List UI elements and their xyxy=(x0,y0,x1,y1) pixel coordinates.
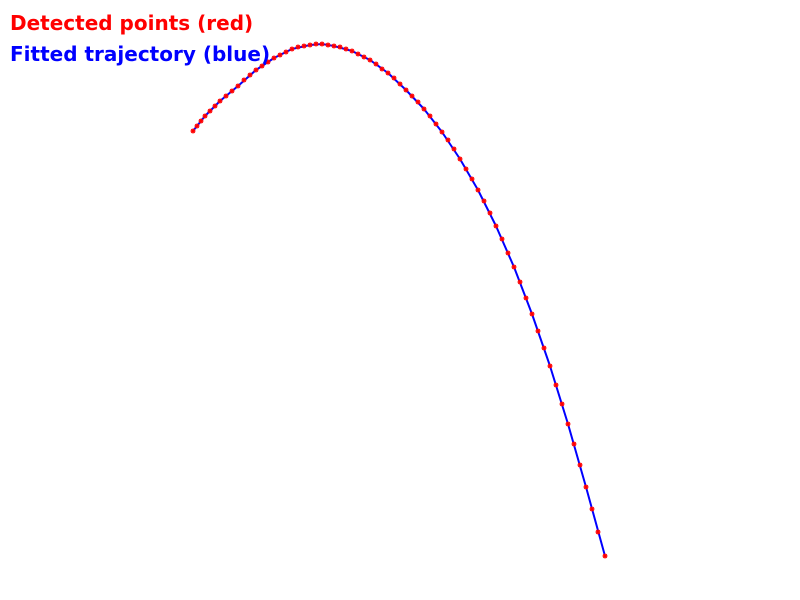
detected-point xyxy=(475,187,481,193)
detected-point xyxy=(571,441,577,447)
detected-point xyxy=(349,48,355,54)
fitted-trajectory-line xyxy=(192,43,606,557)
detected-point xyxy=(259,63,265,69)
detected-point xyxy=(194,123,200,129)
detected-point xyxy=(595,529,601,535)
detected-point xyxy=(397,81,403,87)
detected-point xyxy=(445,137,451,143)
detected-point xyxy=(391,75,397,81)
detected-point xyxy=(583,484,589,490)
detected-point xyxy=(373,61,379,67)
detected-point xyxy=(212,103,218,109)
detected-point xyxy=(301,43,307,49)
detected-point xyxy=(481,198,487,204)
detected-point xyxy=(415,99,421,105)
detected-point xyxy=(241,77,247,83)
detected-point xyxy=(409,93,415,99)
legend-detected-points: Detected points (red) xyxy=(10,11,253,35)
detected-points-layer xyxy=(190,41,608,559)
detected-point xyxy=(283,49,289,55)
detected-point xyxy=(265,59,271,65)
legend-fitted-trajectory: Fitted trajectory (blue) xyxy=(10,42,270,66)
detected-point xyxy=(433,121,439,127)
detected-point xyxy=(523,295,529,301)
detected-point xyxy=(253,67,259,73)
detected-point xyxy=(487,210,493,216)
fitted-trajectory-layer xyxy=(192,43,606,557)
detected-point xyxy=(457,156,463,162)
detected-point xyxy=(295,44,301,50)
detected-point xyxy=(511,264,517,270)
detected-point xyxy=(319,41,325,47)
detected-point xyxy=(207,108,213,114)
detected-point xyxy=(343,46,349,52)
detected-point xyxy=(367,57,373,63)
legend-fitted-trajectory-label: Fitted trajectory (blue) xyxy=(10,42,271,66)
detected-point xyxy=(469,176,475,182)
detected-point xyxy=(589,506,595,512)
detected-point xyxy=(577,462,583,468)
detected-point xyxy=(559,401,565,407)
detected-point xyxy=(505,250,511,256)
detected-point xyxy=(463,166,469,172)
detected-point xyxy=(517,279,523,285)
detected-point xyxy=(385,70,391,76)
detected-point xyxy=(427,113,433,119)
detected-point xyxy=(331,43,337,49)
detected-point xyxy=(553,382,559,388)
detected-point xyxy=(277,52,283,58)
detected-point xyxy=(229,88,235,94)
detected-point xyxy=(235,83,241,89)
detected-point xyxy=(602,553,608,559)
detected-point xyxy=(313,41,319,47)
detected-point xyxy=(361,54,367,60)
detected-point xyxy=(565,421,571,427)
detected-point xyxy=(499,236,505,242)
detected-point xyxy=(325,42,331,48)
detected-point xyxy=(271,55,277,61)
legend-detected-points-label: Detected points (red) xyxy=(10,11,254,35)
detected-point xyxy=(439,129,445,135)
detected-point xyxy=(355,51,361,57)
detected-point xyxy=(541,345,547,351)
detected-point xyxy=(217,98,223,104)
detected-point xyxy=(190,128,196,134)
detected-point xyxy=(198,118,204,124)
detected-point xyxy=(337,44,343,50)
detected-point xyxy=(493,223,499,229)
detected-point xyxy=(247,72,253,78)
detected-point xyxy=(547,363,553,369)
detected-point xyxy=(535,328,541,334)
detected-point xyxy=(202,113,208,119)
detected-point xyxy=(307,42,313,48)
detected-point xyxy=(289,46,295,52)
detected-point xyxy=(379,66,385,72)
detected-point xyxy=(421,106,427,112)
detected-point xyxy=(403,87,409,93)
detected-point xyxy=(223,93,229,99)
detected-point xyxy=(451,146,457,152)
detected-point xyxy=(529,311,535,317)
